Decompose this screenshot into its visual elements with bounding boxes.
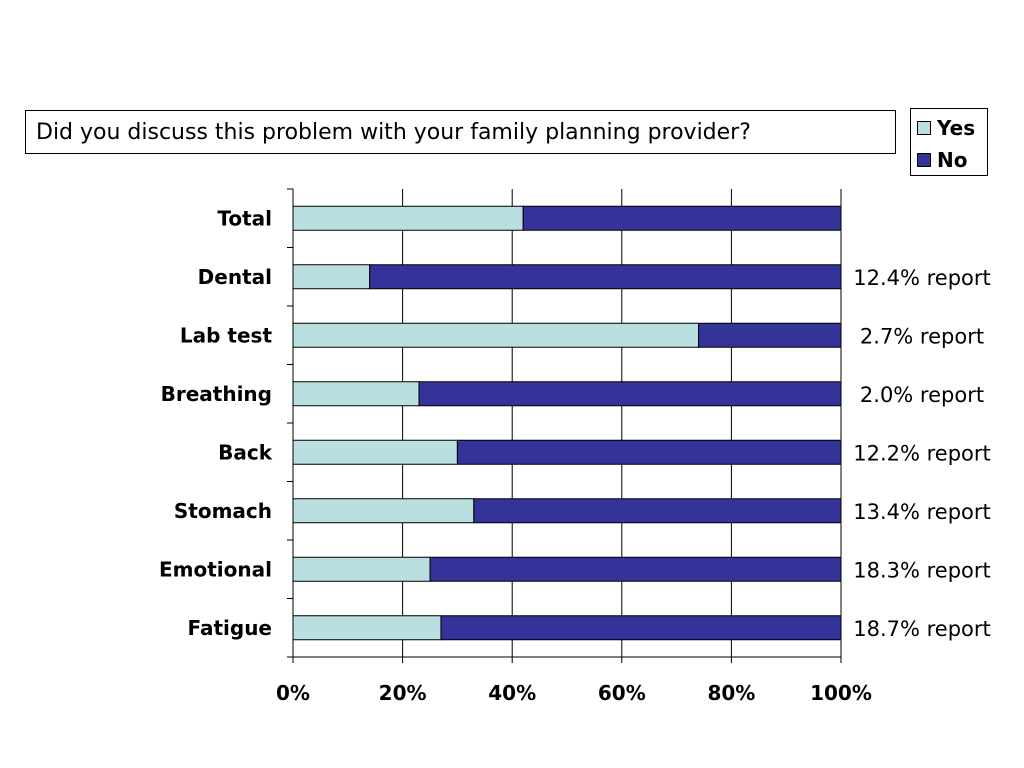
bar-no-fatigue [440, 615, 842, 641]
legend-item-yes: Yes [917, 116, 975, 140]
x-tick-label: 100% [810, 681, 872, 705]
bar-no-total [522, 205, 842, 231]
report-annotation: 2.7% report [860, 324, 984, 348]
x-tick-label: 40% [488, 681, 536, 705]
bar-no-dental [369, 264, 842, 290]
x-tick-label: 80% [707, 681, 755, 705]
bar-yes-fatigue [292, 615, 442, 641]
category-label: Back [218, 440, 273, 464]
chart-title: Did you discuss this problem with your f… [25, 110, 896, 154]
legend-swatch-yes [917, 121, 931, 135]
x-tick-label: 0% [276, 681, 310, 705]
report-annotation: 12.2% report [853, 441, 991, 465]
bar-yes-total [292, 205, 524, 231]
report-annotation: 13.4% report [853, 500, 991, 524]
x-tick-label: 60% [598, 681, 646, 705]
bar-yes-lab-test [292, 322, 700, 348]
chart-title-text: Did you discuss this problem with your f… [36, 119, 751, 145]
bar-no-back [456, 439, 842, 465]
legend: Yes No [910, 108, 988, 176]
legend-swatch-no [917, 153, 931, 167]
report-annotation: 2.0% report [860, 383, 984, 407]
bar-no-emotional [429, 556, 842, 582]
report-annotation: 12.4% report [853, 266, 991, 290]
category-label: Dental [198, 265, 272, 289]
category-label: Lab test [180, 323, 273, 347]
legend-item-no: No [917, 148, 967, 172]
category-label: Fatigue [187, 616, 272, 640]
bar-no-breathing [418, 381, 842, 407]
category-label: Total [217, 206, 272, 230]
bar-no-stomach [473, 498, 842, 524]
bar-yes-back [292, 439, 458, 465]
legend-label-yes: Yes [937, 116, 976, 140]
bar-yes-emotional [292, 556, 431, 582]
report-annotation: 18.3% report [853, 558, 991, 582]
category-label: Emotional [159, 557, 272, 581]
bar-yes-stomach [292, 498, 475, 524]
category-label: Stomach [174, 499, 272, 523]
report-annotation: 18.7% report [853, 617, 991, 641]
bar-no-lab-test [698, 322, 842, 348]
x-tick-label: 20% [379, 681, 427, 705]
category-label: Breathing [161, 382, 272, 406]
legend-label-no: No [937, 148, 968, 172]
bar-yes-dental [292, 264, 371, 290]
bar-yes-breathing [292, 381, 420, 407]
